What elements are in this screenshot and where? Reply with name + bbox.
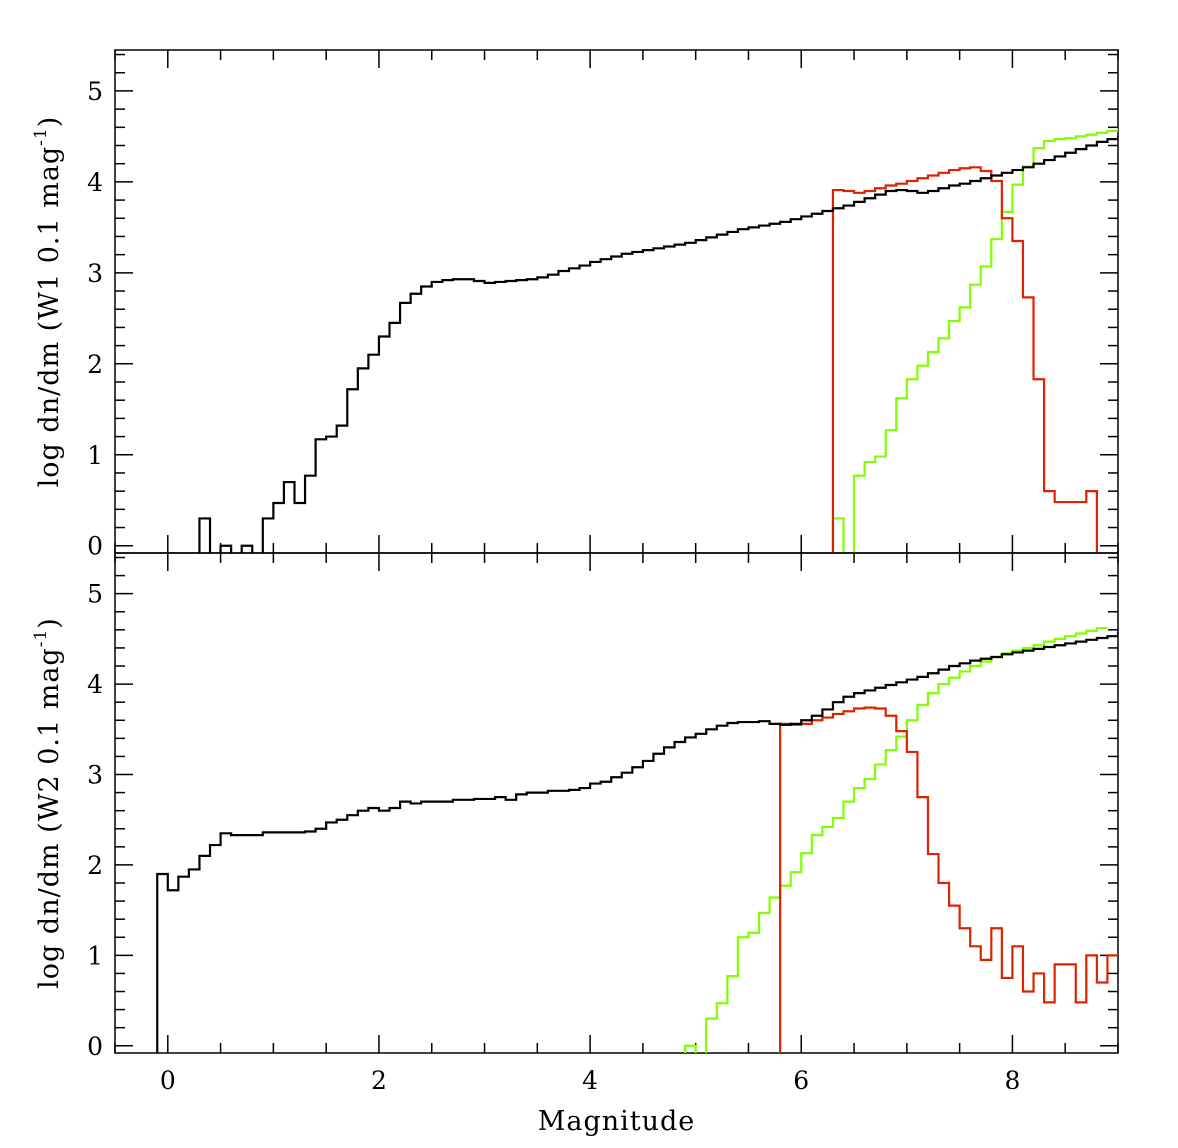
- series-line-1: [831, 166, 1098, 553]
- series-line-1: [779, 706, 1118, 1053]
- x-tick-label: 0: [160, 1066, 176, 1095]
- y-tick-label: 0: [87, 1032, 103, 1061]
- y-axis-title: log dn/dm (W2 0.1 mag-1): [31, 617, 65, 989]
- panel-bottom: 0 1 2 3 4 5 0 2 4 6 8 log dn/dm (W2 0.1 mag-1) Magni…: [31, 552, 1119, 1137]
- series-group: [198, 128, 1118, 553]
- y-axis-title-close: ): [34, 617, 65, 629]
- plot-frame: [114, 552, 1119, 1054]
- y-axis-title-sup: -1: [31, 127, 51, 146]
- series-line-2: [156, 632, 1118, 1053]
- y-axis-title-close: ): [34, 116, 65, 128]
- y-tick-label: 3: [87, 761, 103, 790]
- y-tick-label: 0: [87, 532, 103, 561]
- series-line-0: [684, 626, 1108, 1053]
- series-line-2: [198, 136, 1118, 553]
- y-axis-title: log dn/dm (W1 0.1 mag-1): [31, 116, 65, 488]
- y-axis-title-main: log dn/dm (W2 0.1 mag: [34, 647, 65, 989]
- y-tick-label: 5: [87, 580, 103, 609]
- y-tick-label: 3: [87, 259, 103, 288]
- x-tick-label: 6: [793, 1066, 809, 1095]
- series-line-0: [831, 128, 1118, 553]
- y-tick-label: 4: [87, 168, 103, 197]
- x-tick-label: 4: [582, 1066, 598, 1095]
- y-tick-label: 2: [87, 851, 103, 880]
- plot-frame: [114, 49, 1119, 554]
- y-tick-label: 4: [87, 670, 103, 699]
- x-axis-title: Magnitude: [538, 1106, 696, 1137]
- y-tick-label: 1: [87, 441, 103, 470]
- y-axis-title-sup: -1: [31, 629, 51, 648]
- y-axis-title-main: log dn/dm (W1 0.1 mag: [34, 146, 65, 488]
- panel-top: 0 1 2 3 4 5 log dn/dm (W1 0.1 mag-1): [31, 49, 1119, 561]
- y-tick-label: 1: [87, 941, 103, 970]
- y-tick-label: 2: [87, 350, 103, 379]
- x-tick-label: 8: [1004, 1066, 1020, 1095]
- x-tick-label: 2: [371, 1066, 387, 1095]
- y-tick-label: 5: [87, 77, 103, 106]
- series-group: [156, 626, 1118, 1053]
